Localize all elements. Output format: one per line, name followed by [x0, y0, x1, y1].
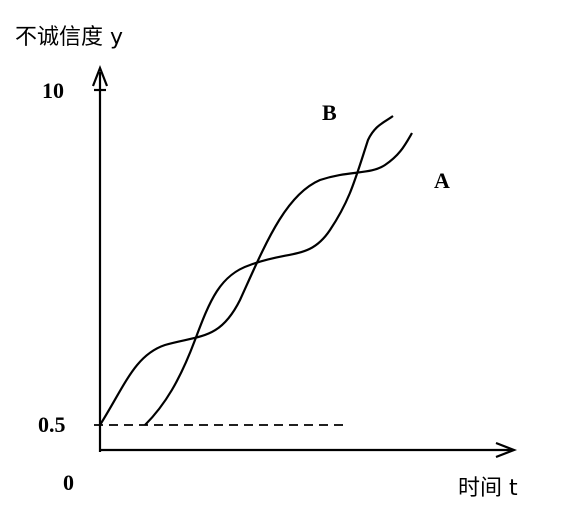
origin-label: 0 — [63, 470, 74, 495]
x-axis-arrow — [495, 441, 518, 459]
y-axis-arrow — [91, 64, 109, 87]
y-tick-label: 10 — [42, 78, 64, 103]
y-axis-label: 不诚信度 y — [15, 25, 123, 50]
curve-label: B — [322, 100, 337, 125]
y-tick-label: 0.5 — [38, 412, 66, 437]
x-axis-label: 时间 t — [458, 476, 518, 501]
curve-a — [99, 132, 413, 426]
curve-b — [144, 115, 394, 426]
curve-label: A — [434, 168, 450, 193]
